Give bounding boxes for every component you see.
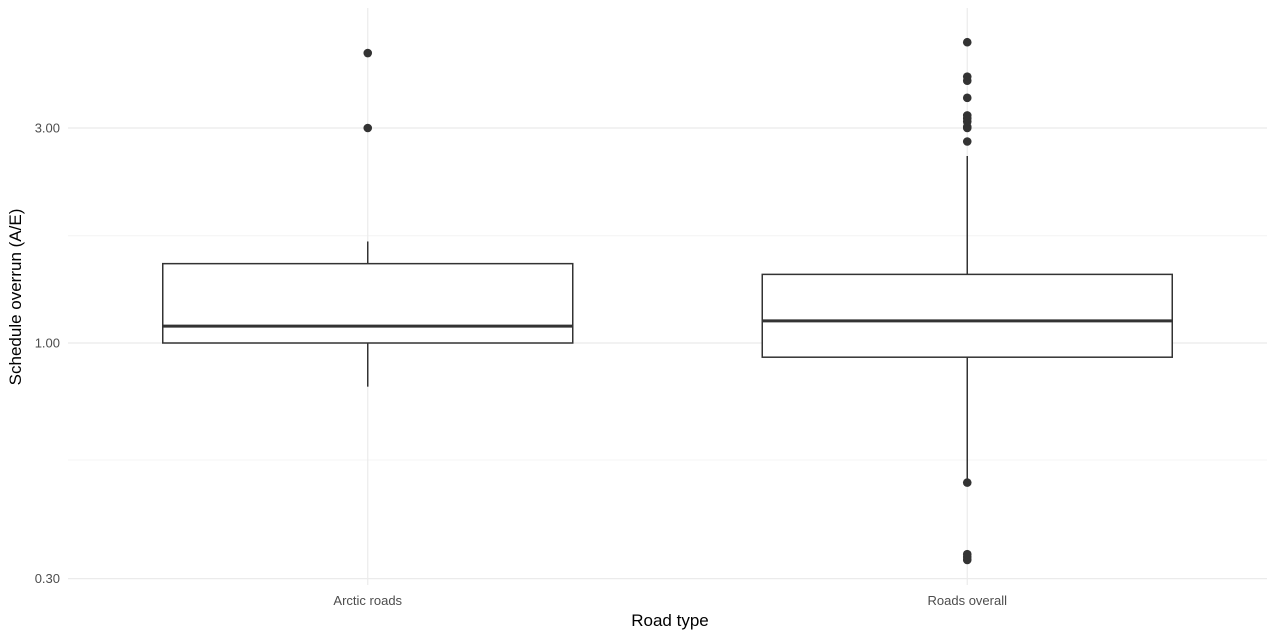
- x-axis-title: Road type: [631, 611, 709, 630]
- label-layer: 0.30 1.00 3.00 Arctic roads Roads overall: [35, 121, 1007, 609]
- y-tick-label: 0.30: [35, 571, 60, 586]
- y-tick-label: 3.00: [35, 121, 60, 136]
- iqr-box: [162, 262, 574, 344]
- outlier-point: [363, 123, 373, 133]
- iqr-box: [761, 273, 1173, 358]
- outlier-point: [962, 111, 972, 120]
- box-group: [761, 37, 1173, 565]
- outlier-point: [962, 37, 972, 47]
- x-tick-label: Roads overall: [928, 593, 1008, 608]
- outlier-point: [962, 478, 972, 487]
- outlier-point: [962, 549, 972, 559]
- outlier-point: [363, 48, 373, 58]
- outlier-point: [962, 93, 972, 103]
- box-group: [162, 48, 574, 387]
- y-axis-title: Schedule overrun (A/E): [6, 209, 25, 386]
- outlier-point: [962, 72, 972, 81]
- y-tick-label: 1.00: [35, 336, 60, 351]
- x-tick-label: Arctic roads: [333, 593, 402, 608]
- outlier-point: [962, 137, 972, 146]
- box-layer: [162, 37, 1173, 565]
